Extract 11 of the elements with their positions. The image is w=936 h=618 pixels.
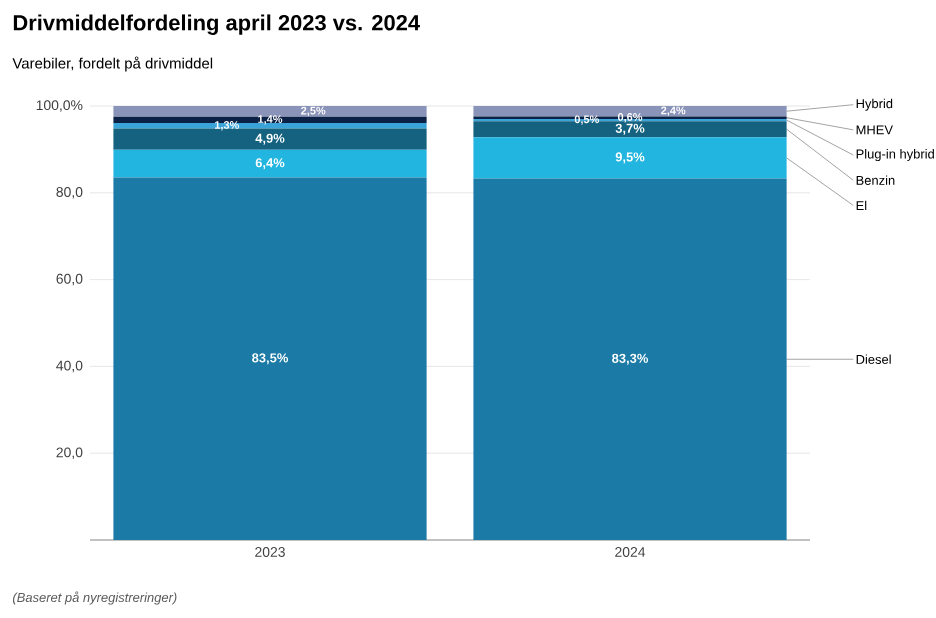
bar [113,116,427,123]
bar [113,149,427,178]
bar [113,128,427,150]
bar [113,105,427,117]
bar [113,177,427,540]
bar [113,122,427,129]
bar [473,121,787,138]
bar [473,178,787,540]
bar [473,105,787,117]
bar [473,137,787,179]
chart-title: Drivmiddelfordeling april 2023 vs. 2024 [13,14,420,35]
